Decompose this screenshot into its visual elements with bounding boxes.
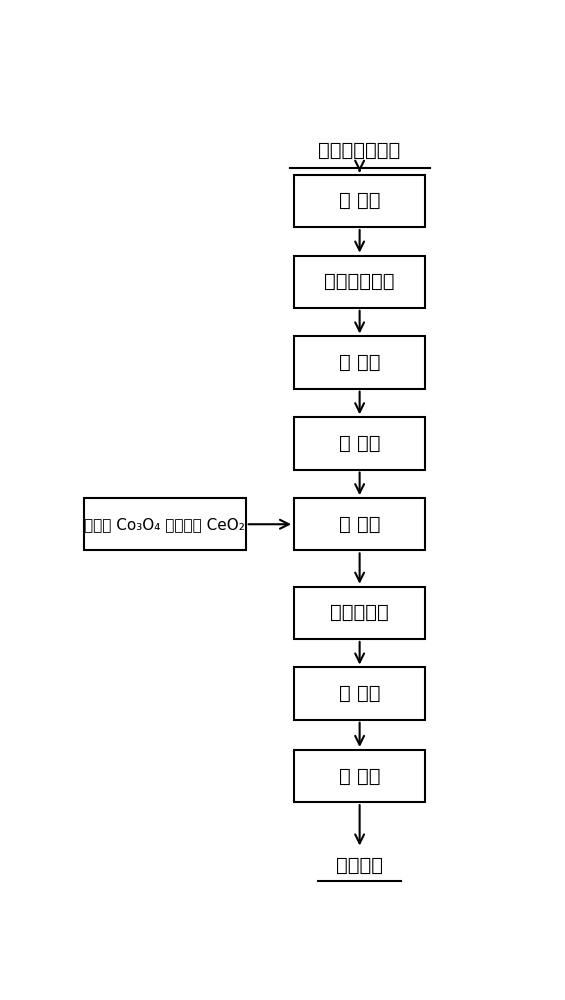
Text: 贮氢合金: 贮氢合金 xyxy=(336,856,383,875)
FancyBboxPatch shape xyxy=(294,336,425,389)
Text: 真空感应熶炼: 真空感应熶炼 xyxy=(324,272,395,291)
FancyBboxPatch shape xyxy=(294,667,425,720)
Text: 真空热处理: 真空热处理 xyxy=(331,603,389,622)
FancyBboxPatch shape xyxy=(84,498,246,550)
Text: 纳米级 Co₃O₄ 和纳米级 CeO₂: 纳米级 Co₃O₄ 和纳米级 CeO₂ xyxy=(84,517,245,532)
FancyBboxPatch shape xyxy=(294,417,425,470)
Text: 混 　合: 混 合 xyxy=(339,191,380,210)
FancyBboxPatch shape xyxy=(294,175,425,227)
Text: 气 　碎: 气 碎 xyxy=(339,515,380,534)
FancyBboxPatch shape xyxy=(294,256,425,308)
FancyBboxPatch shape xyxy=(294,587,425,639)
Text: 稀土金属和金属: 稀土金属和金属 xyxy=(319,141,401,160)
FancyBboxPatch shape xyxy=(294,498,425,550)
Text: 搾 　置: 搾 置 xyxy=(339,434,380,453)
FancyBboxPatch shape xyxy=(294,750,425,802)
Text: 包 　装: 包 装 xyxy=(339,767,380,786)
Text: 冷 　却: 冷 却 xyxy=(339,353,380,372)
Text: 气 　碎: 气 碎 xyxy=(339,684,380,703)
